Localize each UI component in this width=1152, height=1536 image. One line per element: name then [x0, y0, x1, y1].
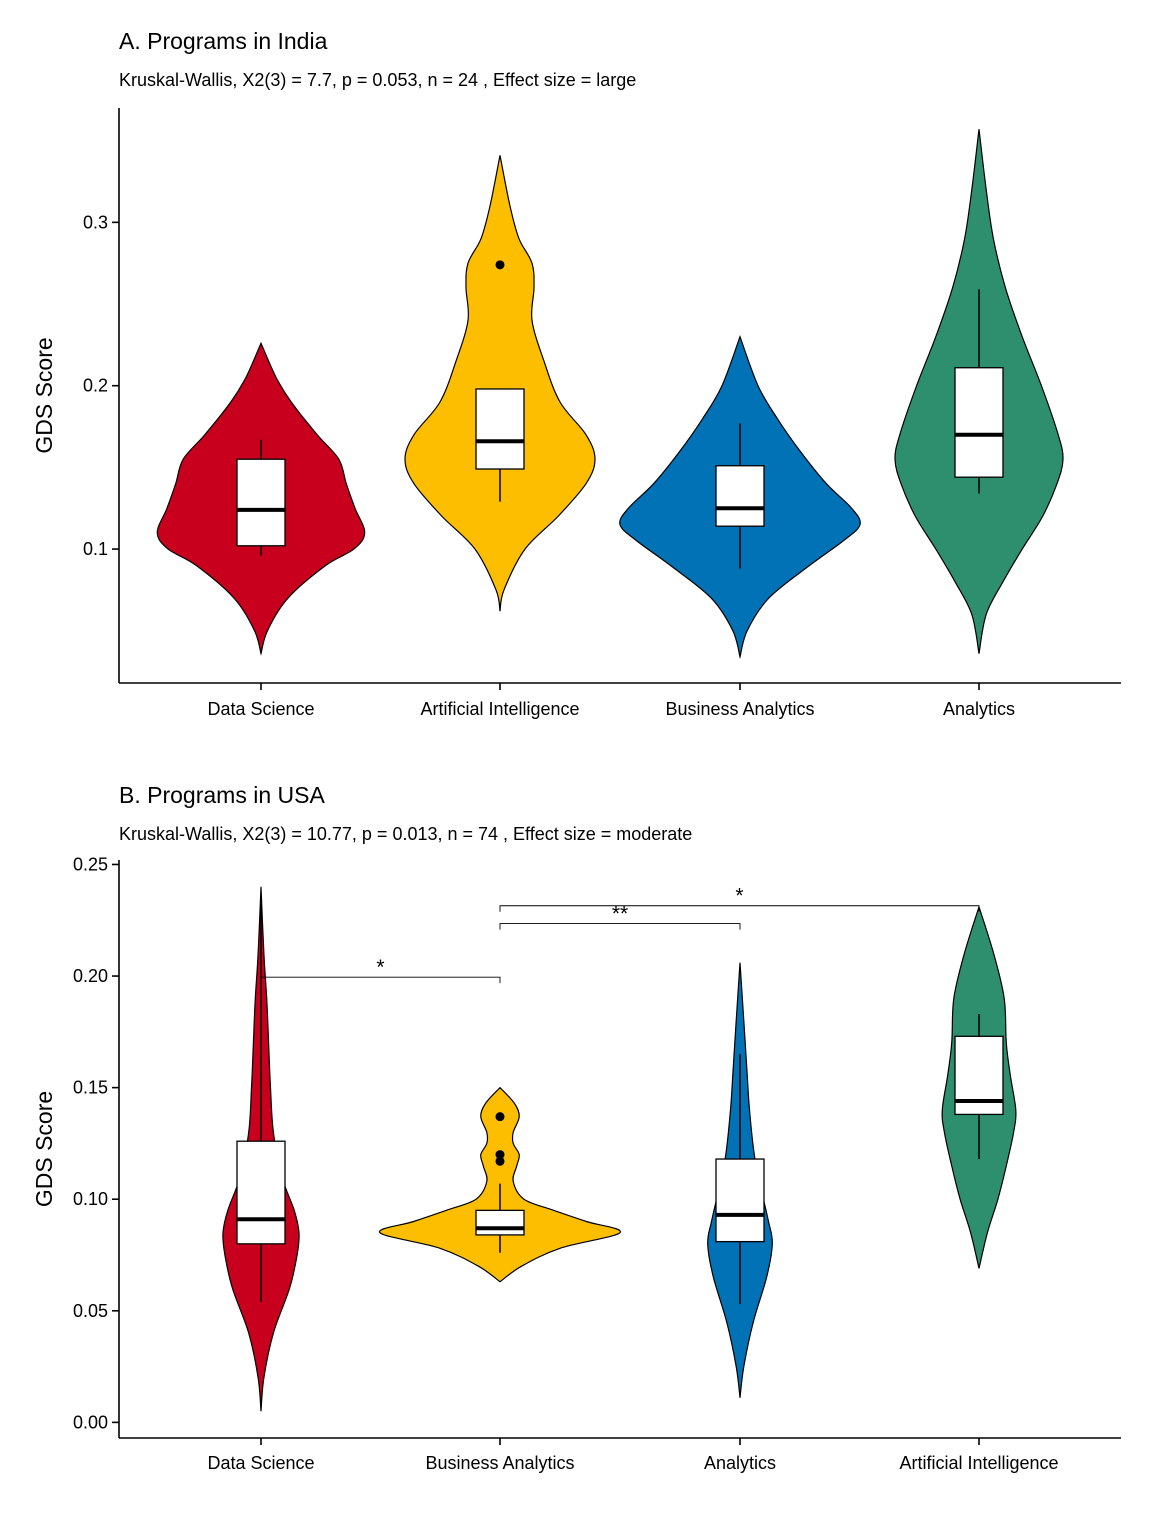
boxplot-data-science: [236, 439, 286, 556]
x-tick-label: Business Analytics: [425, 1453, 574, 1473]
significance-bracket: *: [260, 956, 501, 984]
violin-artificial-intelligence: [404, 155, 596, 612]
box-iqr: [715, 1158, 765, 1243]
x-tick-label: Analytics: [704, 1453, 776, 1473]
boxplot-data-science: [236, 904, 286, 1302]
x-tick-label: Data Science: [207, 1453, 314, 1473]
bracket-line: [260, 976, 501, 984]
outlier-point: [495, 260, 505, 270]
significance-label: *: [735, 885, 743, 908]
y-axis-label: GDS Score: [31, 337, 57, 453]
x-tick-label: Artificial Intelligence: [420, 699, 579, 719]
significance-label: *: [376, 956, 384, 979]
chart-subtitle: Kruskal-Wallis, X2(3) = 10.77, p = 0.013…: [119, 824, 692, 844]
box-iqr: [475, 1209, 525, 1236]
boxplot-artificial-intelligence: [475, 260, 525, 502]
significance-bracket: *: [499, 885, 980, 912]
y-tick-label: 0.05: [73, 1301, 108, 1321]
boxplot-artificial-intelligence: [954, 1013, 1004, 1160]
x-tick-label: Artificial Intelligence: [899, 1453, 1058, 1473]
box-iqr: [715, 465, 765, 527]
y-tick-label: 0.3: [83, 212, 108, 232]
y-tick-label: 0.2: [83, 376, 108, 396]
x-tick-label: Business Analytics: [665, 699, 814, 719]
y-tick-label: 0.20: [73, 966, 108, 986]
significance-bracket: **: [499, 903, 741, 930]
y-tick-label: 0.10: [73, 1189, 108, 1209]
y-tick-label: 0.15: [73, 1078, 108, 1098]
y-tick-label: 0.1: [83, 539, 108, 559]
boxplot-business-analytics: [475, 1112, 525, 1253]
boxplot-business-analytics: [715, 423, 765, 569]
y-tick-label: 0.00: [73, 1412, 108, 1432]
boxplot-analytics: [954, 289, 1004, 494]
x-tick-label: Analytics: [943, 699, 1015, 719]
significance-label: **: [612, 903, 628, 926]
chart-title: B. Programs in USA: [119, 782, 325, 808]
chart-panel-1: A. Programs in India Kruskal-Wallis, X2(3…: [31, 28, 1121, 719]
boxplot-analytics: [715, 1054, 765, 1305]
outlier-point: [495, 1156, 505, 1166]
box-iqr: [236, 1140, 286, 1245]
chart-title: A. Programs in India: [119, 28, 328, 54]
chart-subtitle: Kruskal-Wallis, X2(3) = 7.7, p = 0.053, …: [119, 70, 636, 90]
y-axis-label: GDS Score: [31, 1091, 57, 1207]
box-iqr: [236, 458, 286, 547]
chart-panel-2: B. Programs in USA Kruskal-Wallis, X2(3) …: [31, 782, 1121, 1473]
box-iqr: [954, 367, 1004, 478]
bracket-line: [499, 905, 980, 912]
outlier-point: [495, 1150, 505, 1160]
y-tick-label: 0.25: [73, 854, 108, 874]
outlier-point: [495, 1112, 505, 1122]
bracket-line: [499, 923, 741, 930]
x-tick-label: Data Science: [207, 699, 314, 719]
box-iqr: [475, 388, 525, 470]
